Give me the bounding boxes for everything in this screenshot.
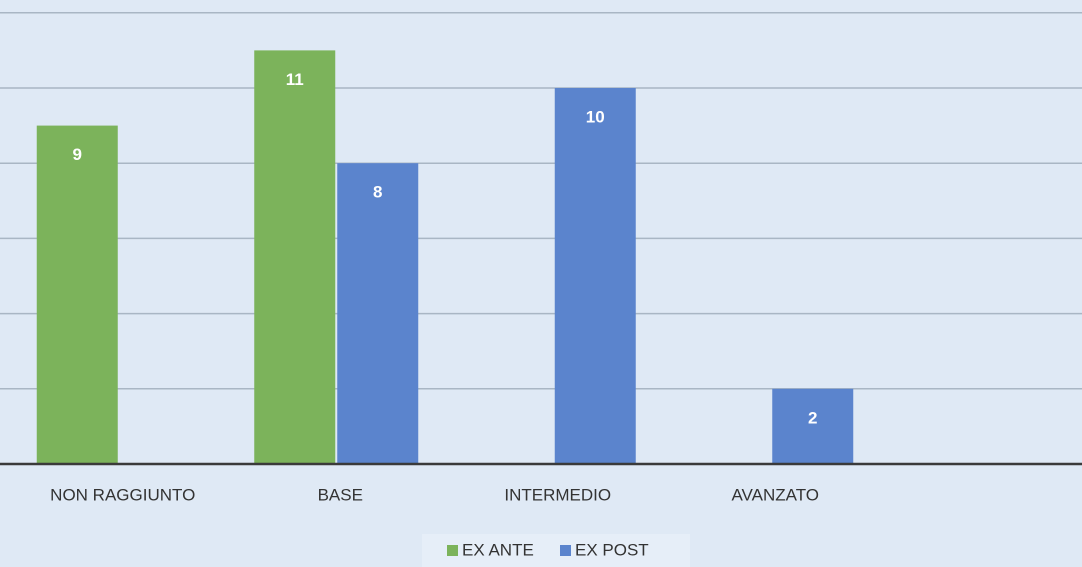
- bar: [36, 125, 118, 465]
- legend-box: [422, 534, 690, 567]
- bar: [554, 87, 636, 465]
- legend-label: EX ANTE: [462, 540, 534, 559]
- x-tick-label: BASE: [318, 485, 363, 504]
- data-label: 11: [286, 70, 304, 89]
- legend-swatch: [447, 545, 458, 556]
- bar: [337, 163, 419, 464]
- x-tick-label: AVANZATO: [731, 485, 819, 504]
- legend-label: EX POST: [575, 540, 649, 559]
- data-label: 9: [73, 145, 82, 164]
- bar: [772, 388, 854, 464]
- bar: [254, 50, 336, 464]
- data-label: 10: [586, 107, 605, 126]
- legend-swatch: [560, 545, 571, 556]
- data-label: 2: [808, 408, 817, 427]
- x-tick-label: NON RAGGIUNTO: [50, 485, 195, 504]
- x-tick-label: INTERMEDIO: [504, 485, 611, 504]
- data-label: 8: [373, 183, 382, 202]
